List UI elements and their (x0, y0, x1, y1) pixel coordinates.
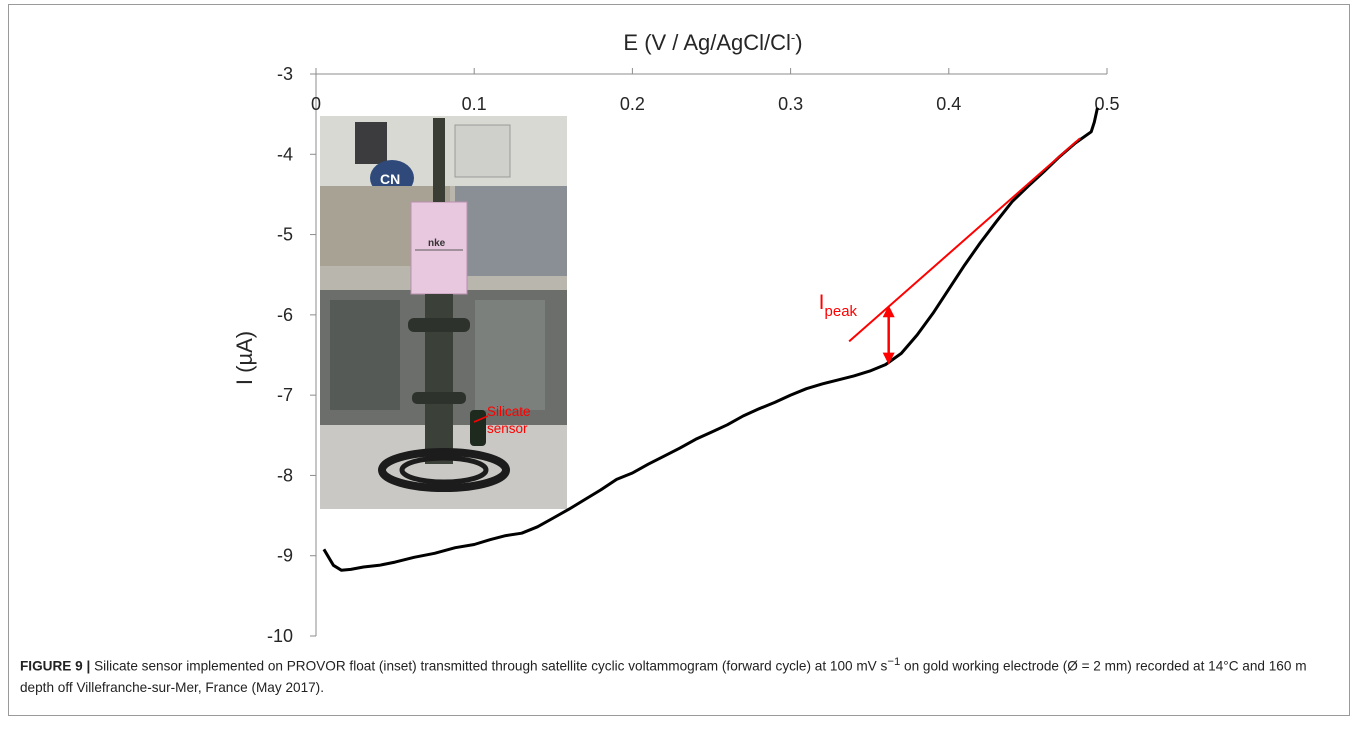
figure-caption: FIGURE 9 | Silicate sensor implemented o… (20, 652, 1330, 698)
y-tick-label: -7 (277, 385, 293, 405)
y-tick-label: -3 (277, 64, 293, 84)
voltammogram-chart: E (V / Ag/AgCl/Cl-) I (µA) CN nke Silica… (232, 30, 1120, 646)
y-tick-label: -10 (267, 626, 293, 646)
figure-frame (8, 4, 1350, 716)
sensor-pointer (473, 415, 489, 423)
y-tick-label: -4 (277, 144, 293, 164)
caption-text-2: on gold working electrode (Ø = 2 mm) rec… (20, 658, 1307, 695)
boat-window (355, 122, 387, 164)
inset-label-silicate: Silicate (487, 404, 531, 419)
y-tick-label: -5 (277, 225, 293, 245)
nke-sign-text: nke (428, 238, 446, 249)
x-axis-ticks: 0 0.1 0.2 0.3 0.4 0.5 (311, 68, 1120, 114)
x-tick-label: 0.4 (936, 94, 961, 114)
x-tick-label: 0.2 (620, 94, 645, 114)
x-tick-label: 0.1 (462, 94, 487, 114)
float-antenna (433, 118, 445, 202)
float-cage (378, 448, 510, 492)
cnrs-logo-text: CN (380, 171, 400, 187)
y-axis-ticks: -3 -4 -5 -6 -7 -8 -9 -10 (267, 64, 316, 646)
silicate-sensor-device (470, 410, 486, 446)
caption-text: Silicate sensor implemented on PROVOR fl… (94, 658, 888, 674)
x-tick-label: 0.3 (778, 94, 803, 114)
y-tick-label: -9 (277, 546, 293, 566)
forward-cycle-line (322, 107, 1099, 572)
y-tick-label: -6 (277, 305, 293, 325)
y-axis-title: I (µA) (232, 331, 257, 385)
x-tick-label: 0.5 (1094, 94, 1119, 114)
x-axis-title: E (V / Ag/AgCl/Cl-) (623, 30, 802, 55)
arrow-head-up (882, 305, 895, 318)
y-tick-label: -8 (277, 465, 293, 485)
ipeak-label: Ipeak (819, 291, 858, 320)
x-tick-label: 0 (311, 94, 321, 114)
caption-label: FIGURE 9 | (20, 658, 91, 674)
inset-photo: CN nke Silicate sensor (320, 116, 567, 509)
ipeak-arrow (882, 305, 895, 365)
arrow-head-down (882, 352, 895, 365)
inset-label-sensor: sensor (487, 421, 528, 436)
baseline-tangent (848, 137, 1081, 343)
caption-sup: −1 (887, 656, 901, 668)
